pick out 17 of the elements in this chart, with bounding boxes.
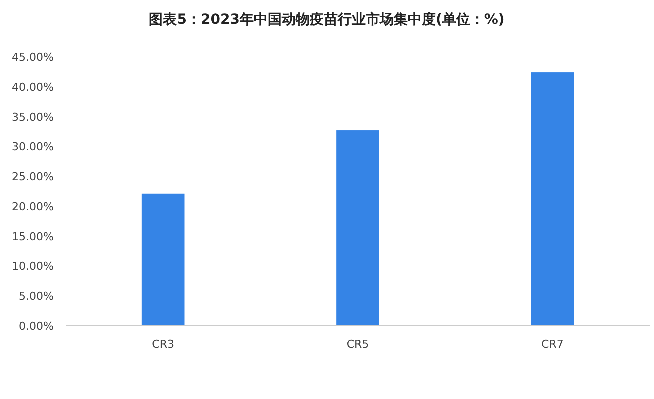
- y-tick-label: 15.00%: [12, 230, 54, 244]
- y-tick-label: 0.00%: [19, 320, 54, 333]
- y-tick-label: 25.00%: [12, 170, 54, 184]
- bar: [142, 194, 185, 326]
- bar: [531, 72, 574, 326]
- x-tick-label: CR5: [346, 338, 370, 351]
- y-tick-label: 20.00%: [12, 200, 54, 214]
- y-tick-label: 10.00%: [12, 260, 54, 274]
- y-tick-label: 45.00%: [12, 51, 54, 64]
- x-tick-label: CR7: [542, 338, 564, 351]
- y-tick-label: 5.00%: [19, 290, 54, 304]
- x-tick-label: CR3: [152, 338, 174, 351]
- chart-title: 图表5：2023年中国动物疫苗行业市场集中度(单位：%): [149, 11, 505, 28]
- bar: [336, 130, 380, 326]
- y-tick-label: 30.00%: [12, 140, 54, 154]
- y-tick-label: 40.00%: [12, 80, 54, 94]
- y-tick-label: 35.00%: [12, 110, 54, 124]
